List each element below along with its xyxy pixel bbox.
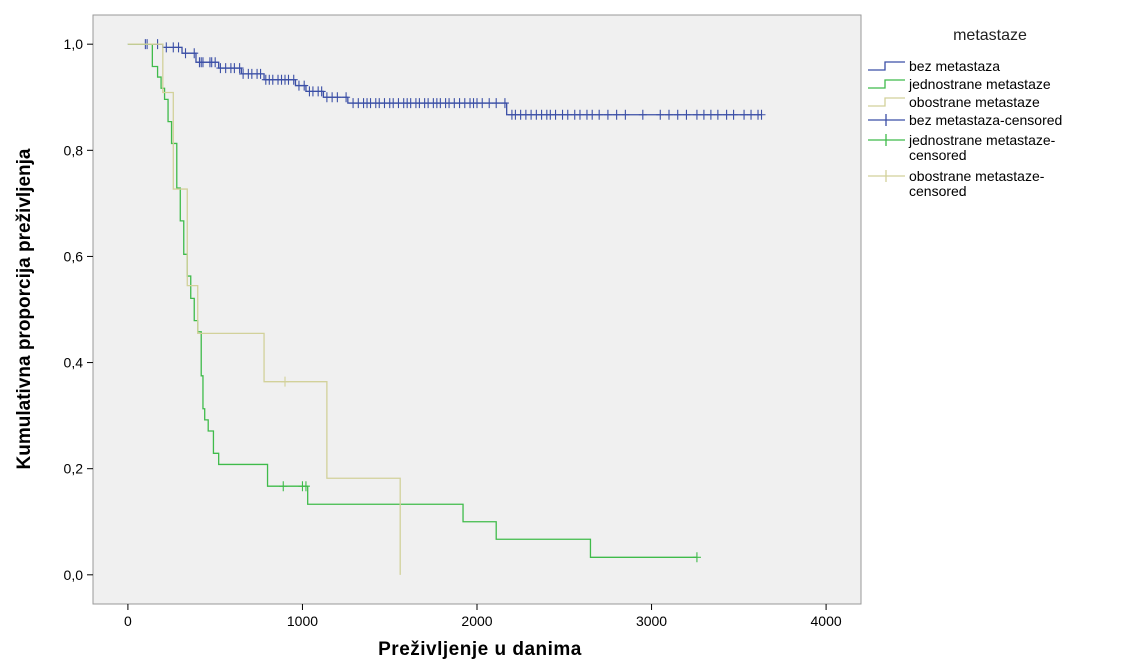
censor-mark: [603, 109, 612, 120]
censor-mark: [612, 109, 621, 120]
censor-mark: [279, 481, 288, 492]
censor-mark: [673, 109, 682, 120]
censor-mark: [181, 48, 190, 59]
legend-label-line: jednostrane metastaze: [908, 76, 1051, 92]
plot-area: [92, 14, 862, 605]
x-tick-label: 4000: [811, 613, 842, 629]
legend-item: obostrane metastaze-censored: [868, 168, 1045, 199]
legend-item: jednostrane metastaze: [868, 76, 1051, 92]
censor-mark: [301, 481, 310, 492]
censor-mark: [757, 109, 766, 120]
censor-mark: [190, 48, 199, 59]
y-tick-label: 0,2: [64, 461, 84, 477]
legend-label: bez metastaza: [909, 58, 1000, 74]
series-1: [127, 39, 766, 120]
legend-label-line: censored: [909, 183, 967, 199]
censor-mark: [706, 109, 715, 120]
censor-mark: [317, 86, 326, 97]
y-tick-label: 0,6: [64, 248, 84, 264]
censor-mark: [588, 109, 597, 120]
censor-mark: [485, 98, 494, 109]
censor-mark: [692, 552, 701, 563]
x-axis-label: Preživljenje u danima: [378, 639, 582, 660]
series-layer: [127, 39, 766, 575]
censor-mark: [638, 109, 647, 120]
legend: metastaze bez metastaza jednostrane metast…: [868, 27, 1062, 199]
legend-label-line: jednostrane metastaze-: [908, 132, 1056, 148]
x-tick-label: 2000: [461, 613, 492, 629]
legend-label-line: bez metastaza-censored: [909, 112, 1062, 128]
legend-label: jednostrane metastaze: [908, 76, 1051, 92]
censor-mark: [174, 42, 183, 53]
legend-label: bez metastaza-censored: [909, 112, 1062, 128]
legend-item: bez metastaza: [868, 58, 1000, 74]
censor-mark: [333, 92, 342, 103]
x-tick-label: 1000: [287, 613, 318, 629]
survival-line: [127, 43, 762, 116]
censor-mark: [575, 109, 584, 120]
censor-mark: [551, 109, 560, 120]
legend-label: obostrane metastaze: [909, 94, 1040, 110]
x-tick-label: 0: [124, 613, 132, 629]
censor-mark: [656, 109, 665, 120]
censor-mark: [235, 63, 244, 74]
legend-label-line: obostrane metastaze-: [909, 168, 1045, 184]
legend-label-line: censored: [909, 147, 967, 163]
censor-mark: [256, 68, 265, 79]
censor-mark: [699, 109, 708, 120]
y-tick-label: 0,0: [64, 567, 84, 583]
censor-mark: [621, 109, 630, 120]
censor-mark: [289, 74, 298, 85]
censor-mark: [740, 109, 749, 120]
censor-mark: [300, 80, 309, 91]
y-tick-label: 0,8: [64, 142, 84, 158]
legend-censor-swatch: [868, 134, 905, 146]
series-3: [127, 43, 401, 575]
censor-mark: [478, 98, 487, 109]
censor-mark: [500, 98, 509, 109]
censor-mark: [722, 109, 731, 120]
legend-title: metastaze: [953, 27, 1027, 44]
x-tick-label: 3000: [636, 613, 667, 629]
censor-mark: [492, 98, 501, 109]
censor-mark: [595, 109, 604, 120]
censor-mark: [665, 109, 673, 120]
censor-mark: [713, 109, 722, 120]
y-tick-label: 0,4: [64, 355, 84, 371]
y-tick-label: 1,0: [64, 36, 84, 52]
legend-item: bez metastaza-censored: [868, 112, 1062, 128]
censor-mark: [747, 109, 756, 120]
legend-line-swatch: [868, 79, 905, 89]
legend-censor-swatch: [868, 114, 905, 126]
censor-mark: [198, 57, 207, 68]
censor-mark: [211, 57, 220, 68]
legend-item: jednostrane metastaze-censored: [868, 132, 1056, 163]
legend-label-line: bez metastaza: [909, 58, 1000, 74]
survival-line: [127, 43, 401, 575]
legend-line-swatch: [868, 61, 905, 71]
censor-mark: [162, 42, 171, 53]
legend-item: obostrane metastaze: [868, 94, 1040, 110]
censor-mark: [682, 109, 691, 120]
legend-label: jednostrane metastaze-censored: [908, 132, 1056, 163]
y-axis-label: Kumulativna proporcija preživljenja: [14, 148, 35, 469]
legend-censor-swatch: [868, 170, 905, 182]
legend-line-swatch: [868, 97, 905, 107]
censor-mark: [342, 92, 351, 103]
legend-label: obostrane metastaze-censored: [909, 168, 1045, 199]
axes: 0 1000 2000 3000 4000 0,0 0,2 0,4 0,6 0,8 1,0: [64, 36, 842, 629]
legend-label-line: obostrane metastaze: [909, 94, 1040, 110]
censor-mark: [729, 109, 738, 120]
censor-mark: [281, 376, 289, 387]
censor-mark: [563, 109, 572, 120]
censor-mark: [692, 109, 701, 120]
